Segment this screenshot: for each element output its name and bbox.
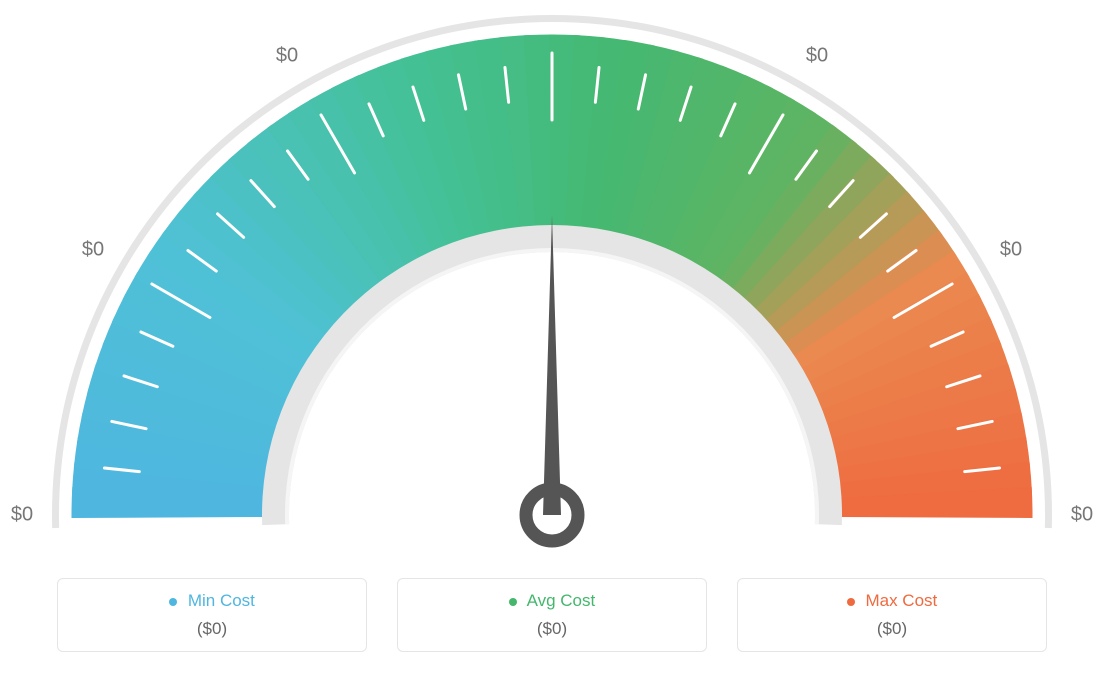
gauge-tick-label: $0 [276,45,298,68]
legend-min-dot [169,598,177,606]
legend-card-min: Min Cost ($0) [57,578,367,652]
gauge-svg [0,0,1104,570]
legend-max-value: ($0) [746,619,1038,639]
gauge-tick-label: $0 [806,45,828,68]
gauge-tick-label: $0 [1071,504,1093,527]
legend-card-avg: Avg Cost ($0) [397,578,707,652]
legend-max-label: Max Cost [865,591,937,610]
legend-row: Min Cost ($0) Avg Cost ($0) Max Cost ($0… [0,578,1104,652]
legend-card-max: Max Cost ($0) [737,578,1047,652]
legend-avg-dot [509,598,517,606]
legend-avg-value: ($0) [406,619,698,639]
legend-min-title: Min Cost [66,591,358,611]
gauge-tick-label: $0 [82,239,104,262]
gauge-tick-label: $0 [1000,239,1022,262]
legend-avg-label: Avg Cost [527,591,596,610]
legend-max-dot [847,598,855,606]
cost-gauge: $0$0$0$0$0$0$0 [0,0,1104,570]
legend-max-title: Max Cost [746,591,1038,611]
legend-min-value: ($0) [66,619,358,639]
legend-avg-title: Avg Cost [406,591,698,611]
legend-min-label: Min Cost [188,591,255,610]
gauge-tick-label: $0 [11,504,33,527]
